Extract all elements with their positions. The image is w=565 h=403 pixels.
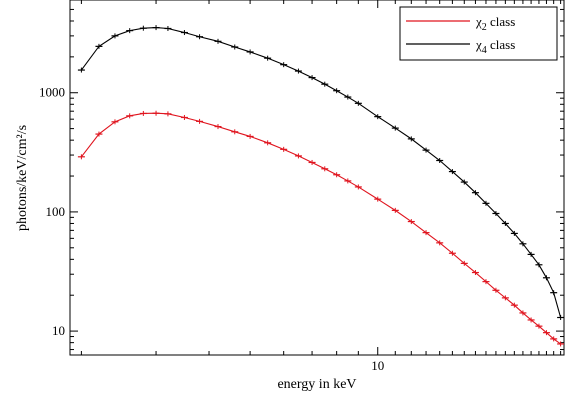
x-tick-label: 10: [371, 358, 384, 373]
data-point: [535, 323, 543, 329]
data-point: [126, 28, 134, 34]
data-point: [95, 43, 103, 49]
y-tick-label: 1000: [39, 85, 65, 100]
data-point: [111, 119, 119, 125]
data-point: [391, 207, 399, 213]
data-point: [321, 81, 329, 87]
data-point: [139, 25, 147, 31]
data-point: [214, 38, 222, 44]
data-point: [77, 67, 85, 73]
data-point: [527, 317, 535, 323]
data-point: [164, 25, 172, 31]
data-point: [264, 55, 272, 61]
data-point: [460, 260, 468, 266]
data-point: [542, 330, 550, 336]
data-point: [422, 230, 430, 236]
legend-label: χ2 class: [475, 14, 515, 33]
x-axis-title: energy in keV: [277, 377, 356, 392]
data-point: [164, 111, 172, 117]
data-point: [519, 241, 527, 247]
data-point: [246, 49, 254, 55]
y-tick-label: 100: [46, 204, 66, 219]
plot-frame: [69, 0, 565, 356]
data-point: [354, 184, 362, 190]
data-point: [196, 118, 204, 124]
data-point: [391, 125, 399, 131]
data-point: [557, 315, 564, 321]
data-point: [231, 44, 239, 50]
data-point: [264, 140, 272, 146]
data-point: [482, 200, 490, 206]
data-point: [436, 158, 444, 164]
data-point: [333, 88, 341, 94]
series-line: [80, 112, 561, 345]
data-point: [407, 219, 415, 225]
data-point: [308, 75, 316, 81]
data-point: [519, 310, 527, 316]
data-point: [471, 270, 479, 276]
data-point: [344, 94, 352, 100]
data-point: [422, 147, 430, 153]
y-tick-label: 10: [52, 323, 65, 338]
data-point: [527, 251, 535, 257]
data-point: [510, 230, 518, 236]
data-point: [95, 131, 103, 137]
data-point: [448, 250, 456, 256]
series-2: [77, 25, 564, 321]
data-point: [436, 240, 444, 246]
data-point: [510, 302, 518, 308]
data-point: [77, 154, 85, 160]
data-point: [139, 110, 147, 116]
data-point: [407, 136, 415, 142]
axis-ticks: 10 10 100 1000: [39, 0, 564, 373]
series-layer: [77, 25, 564, 347]
data-point: [535, 262, 543, 268]
y-axis-title: photons/keV/cm²/s: [15, 125, 30, 231]
data-point: [448, 169, 456, 175]
data-point: [501, 295, 509, 301]
legend-box: [399, 6, 558, 61]
data-point: [180, 114, 188, 120]
data-point: [280, 146, 288, 152]
data-point: [374, 114, 382, 120]
series-1: [77, 110, 564, 347]
data-point: [492, 287, 500, 293]
data-point: [482, 279, 490, 285]
data-point: [280, 62, 288, 68]
data-point: [294, 153, 302, 159]
data-point: [550, 290, 558, 296]
data-point: [492, 210, 500, 216]
data-point: [196, 34, 204, 40]
data-point: [542, 275, 550, 281]
data-point: [126, 113, 134, 119]
data-point: [294, 68, 302, 74]
data-point: [333, 172, 341, 178]
legend: χ2 class χ4 class: [399, 6, 558, 61]
data-point: [308, 159, 316, 165]
data-point: [550, 336, 558, 342]
data-point: [321, 166, 329, 172]
series-line: [80, 27, 562, 318]
data-point: [231, 129, 239, 135]
data-point: [246, 133, 254, 139]
data-point: [214, 124, 222, 130]
data-point: [152, 25, 160, 31]
data-point: [111, 33, 119, 39]
data-point: [354, 100, 362, 106]
data-point: [344, 178, 352, 184]
data-point: [180, 30, 188, 36]
data-point: [152, 110, 160, 116]
legend-label: χ4 class: [475, 37, 515, 56]
data-point: [460, 179, 468, 185]
data-point: [471, 190, 479, 196]
data-point: [557, 341, 564, 347]
data-point: [374, 196, 382, 202]
data-point: [501, 220, 509, 226]
